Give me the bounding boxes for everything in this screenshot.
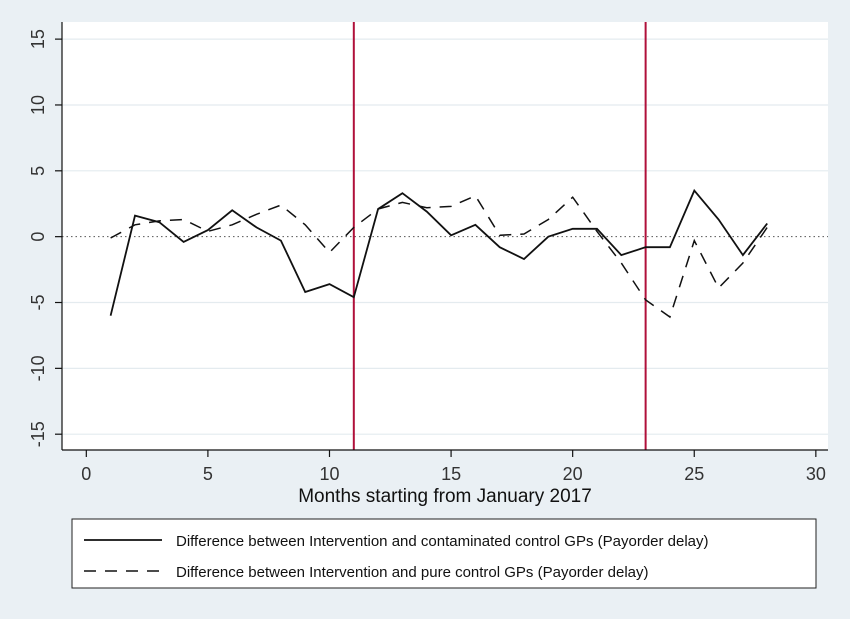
y-tick-label-0: 0	[28, 232, 48, 242]
axes: 0 5 10 15 20 25 30 -15 -10 -5 0 5 10 15	[28, 22, 828, 484]
x-tick-label-15: 15	[441, 464, 461, 484]
x-tick-label-25: 25	[684, 464, 704, 484]
plot-area	[62, 22, 828, 450]
legend-label-pure: Difference between Intervention and pure…	[176, 564, 649, 581]
y-tick-label-5: 5	[28, 166, 48, 176]
y-tick-label-10: 10	[28, 95, 48, 115]
y-tick-label-15: 15	[28, 29, 48, 49]
grid-lines	[62, 38, 828, 435]
legend-box	[71, 518, 817, 589]
x-tick-label-5: 5	[203, 464, 213, 484]
y-tick-label--5: -5	[28, 294, 48, 310]
x-tick-label-0: 0	[81, 464, 91, 484]
x-tick-label-20: 20	[563, 464, 583, 484]
series-line-pure-control	[110, 194, 768, 319]
x-tick-label-10: 10	[319, 464, 339, 484]
reference-lines	[62, 22, 828, 450]
x-tick-label-30: 30	[806, 464, 826, 484]
legend-label-contaminated: Difference between Intervention and cont…	[176, 533, 709, 550]
legend: Difference between Intervention and cont…	[71, 518, 817, 589]
y-tick-label--10: -10	[28, 355, 48, 381]
x-axis-title: Months starting from January 2017	[298, 486, 592, 507]
series-line-contaminated-control	[109, 188, 768, 316]
y-tick-label--15: -15	[28, 421, 48, 447]
series-lines	[109, 188, 768, 319]
